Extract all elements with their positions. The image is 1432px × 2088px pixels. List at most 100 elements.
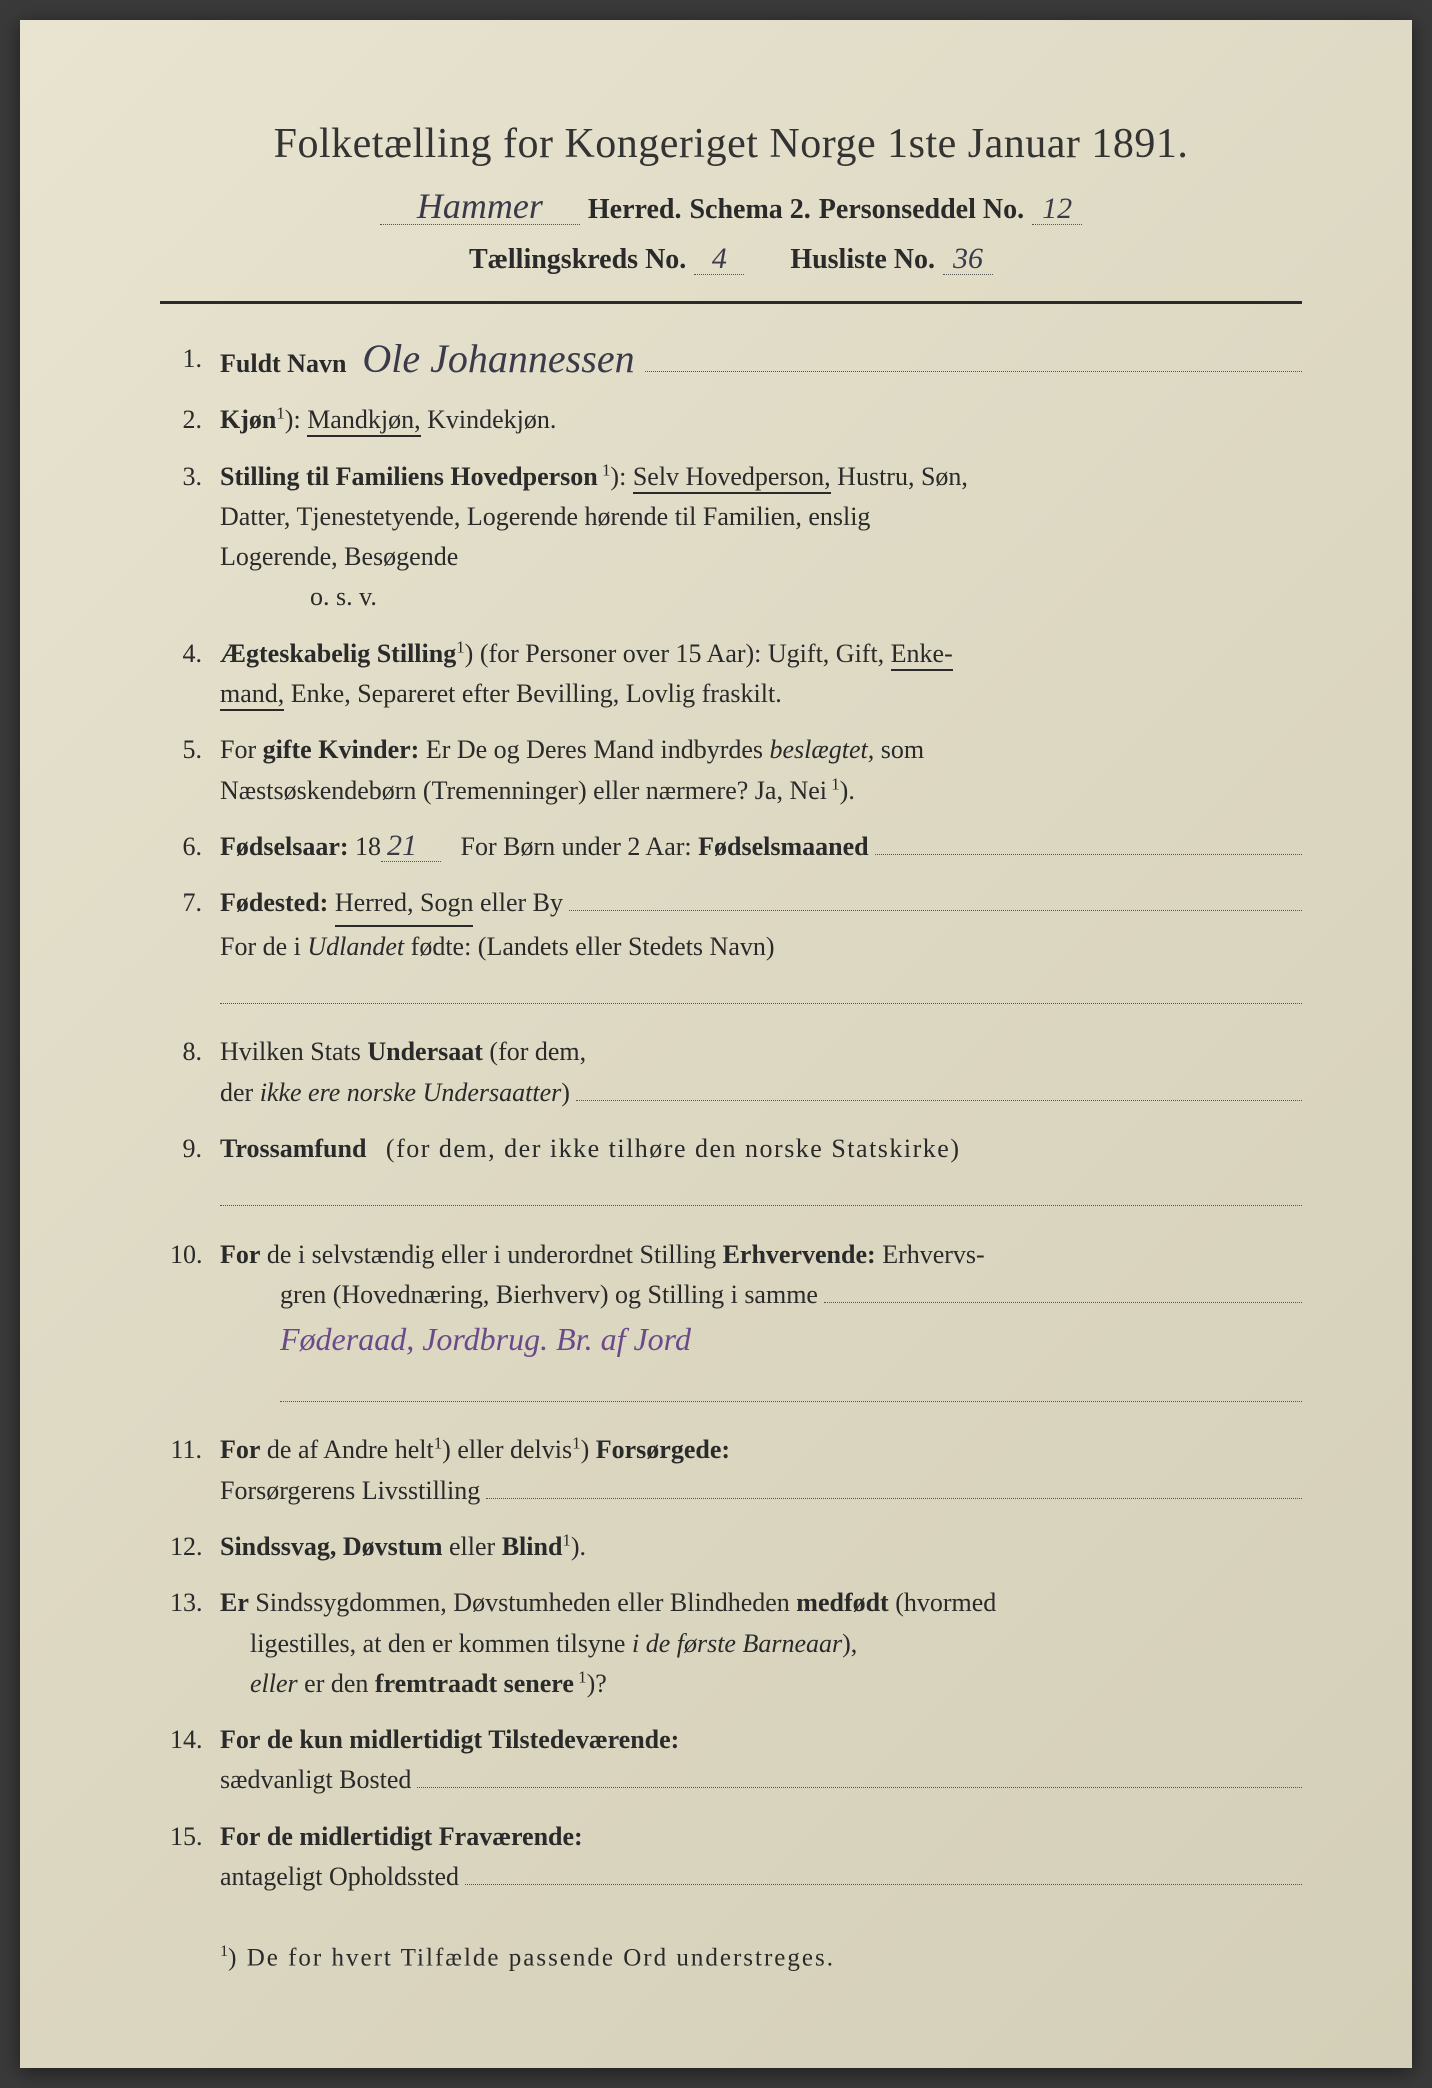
q15-for: For — [220, 1822, 260, 1851]
q14-line1b: de kun midlertidigt Tilstedeværende: — [267, 1725, 679, 1754]
q15-line1b: de midlertidigt Fraværende: — [267, 1822, 583, 1851]
q14-line2: sædvanligt Bosted — [220, 1760, 411, 1800]
q9-num: 9. — [170, 1129, 220, 1169]
q14-fill — [417, 1762, 1302, 1788]
q15-line2: antageligt Opholdssted — [220, 1857, 459, 1897]
q10-line1b: de i selvstændig eller i underordnet Sti… — [267, 1240, 716, 1269]
question-3: 3. Stilling til Familiens Hovedperson 1)… — [170, 457, 1302, 618]
footnote-text: De for hvert Tilfælde passende Ord under… — [247, 1945, 835, 1972]
q12-num: 12. — [170, 1527, 220, 1567]
q3-label: Stilling til Familiens Hovedperson — [220, 462, 598, 491]
husliste-label: Husliste No. — [790, 244, 935, 276]
q4-opts1: Ugift, Gift, — [768, 639, 884, 668]
form-header: Folketælling for Kongeriget Norge 1ste J… — [160, 120, 1302, 276]
herred-label: Herred. — [588, 194, 682, 226]
q8-line1c: (for dem, — [489, 1037, 586, 1066]
q7-fill2 — [220, 973, 1302, 1004]
q6-rest: For Børn under 2 Aar: — [461, 827, 692, 867]
kreds-label: Tællingskreds No. — [469, 244, 686, 276]
q3-num: 3. — [170, 457, 220, 497]
q3-line2: Datter, Tjenestetyende, Logerende hørend… — [220, 502, 870, 531]
q11-line2: Forsørgerens Livsstilling — [220, 1471, 480, 1511]
husliste-no: 36 — [943, 244, 993, 275]
question-15: 15. For de midlertidigt Fraværende: anta… — [170, 1817, 1302, 1898]
footnote-marker: 1 — [220, 1942, 228, 1960]
q5-som: som — [881, 735, 924, 764]
q7-label: Fødested: — [220, 883, 328, 923]
q8-line2a: der — [220, 1073, 253, 1113]
q12-blind: Blind — [502, 1532, 563, 1561]
q10-handwritten: Føderaad, Jordbrug. Br. af Jord — [280, 1315, 691, 1365]
q7-fill1 — [569, 885, 1302, 911]
q3-selv: Selv Hovedperson, — [633, 462, 831, 494]
q8-undersaat: Undersaat — [367, 1037, 483, 1066]
q12-eller: eller — [449, 1532, 495, 1561]
q10-erhv: Erhvervende: — [723, 1240, 876, 1269]
q5-num: 5. — [170, 730, 220, 770]
question-11: 11. For de af Andre helt1) eller delvis1… — [170, 1430, 1302, 1511]
q12-text: Sindssvag, Døvstum — [220, 1532, 443, 1561]
question-1: 1. Fuldt Navn Ole Johannessen — [170, 339, 1302, 384]
q8-line2b: ikke ere norske Undersaatter — [260, 1073, 562, 1113]
header-divider — [160, 301, 1302, 304]
header-line-1: Hammer Herred. Schema 2. Personseddel No… — [160, 188, 1302, 226]
q6-fill — [875, 829, 1302, 855]
question-2: 2. Kjøn1): Mandkjøn, Kvindekjøn. — [170, 400, 1302, 440]
q7-herred: Herred, Sogn — [335, 883, 474, 926]
q11-num: 11. — [170, 1430, 220, 1470]
q15-num: 15. — [170, 1817, 220, 1857]
q11-line1c: eller delvis — [457, 1435, 572, 1464]
question-14: 14. For de kun midlertidigt Tilstedevære… — [170, 1720, 1302, 1801]
q7-line2a: For de i — [220, 932, 301, 961]
q13-line2a: ligestilles, at den er kommen tilsyne — [220, 1629, 625, 1658]
q9-rest: (for dem, der ikke tilhøre den norske St… — [386, 1134, 961, 1163]
question-12: 12. Sindssvag, Døvstum eller Blind1). — [170, 1527, 1302, 1567]
question-10: 10. For de i selvstændig eller i underor… — [170, 1235, 1302, 1415]
q13-medfodt: medfødt — [796, 1588, 888, 1617]
q6-prefix: 18 — [355, 827, 381, 867]
question-13: 13. Er Sindssygdommen, Døvstumheden elle… — [170, 1583, 1302, 1704]
q11-line1b: de af Andre helt — [267, 1435, 434, 1464]
q10-for: For — [220, 1240, 260, 1269]
q5-line1d: Er De og Deres Mand indbyrdes — [426, 735, 763, 764]
q3-line3: Logerende, Besøgende — [220, 542, 458, 571]
q14-num: 14. — [170, 1720, 220, 1760]
q4-enke1: Enke- — [891, 639, 953, 671]
q13-num: 13. — [170, 1583, 220, 1623]
q10-line1d: Erhvervs- — [882, 1240, 985, 1269]
q10-line2: gren (Hovednæring, Bierhverv) og Stillin… — [280, 1275, 818, 1315]
q6-label: Fødselsaar: — [220, 827, 349, 867]
q13-line1b: Sindssygdommen, Døvstumheden eller Blind… — [255, 1588, 789, 1617]
q8-line1: Hvilken Stats — [220, 1037, 361, 1066]
q7-num: 7. — [170, 883, 220, 923]
question-7: 7. Fødested: Herred, Sogn eller By For d… — [170, 883, 1302, 1016]
q6-num: 6. — [170, 827, 220, 867]
q13-er: Er — [220, 1588, 249, 1617]
q5-kvinder: Kvinder: — [318, 735, 419, 764]
q15-fill — [465, 1859, 1302, 1885]
q5-beslaegtet: beslægtet, — [770, 735, 875, 764]
q10-fill0 — [824, 1277, 1302, 1303]
q1-fill — [645, 346, 1302, 372]
q4-paren: (for Personer over 15 Aar): — [480, 639, 762, 668]
schema-label: Schema 2. — [689, 194, 810, 226]
personseddel-label: Personseddel No. — [819, 194, 1024, 226]
q4-rest: Enke, Separeret efter Bevilling, Lovlig … — [291, 679, 782, 708]
q9-label: Trossamfund — [220, 1134, 366, 1163]
question-8: 8. Hvilken Stats Undersaat (for dem, der… — [170, 1032, 1302, 1113]
q2-num: 2. — [170, 400, 220, 440]
herred-handwritten: Hammer — [380, 188, 580, 225]
q10-num: 10. — [170, 1235, 220, 1275]
personseddel-no: 12 — [1032, 194, 1082, 225]
q8-num: 8. — [170, 1032, 220, 1072]
q6-maaned: Fødselsmaaned — [698, 827, 868, 867]
q7-udlandet: Udlandet — [307, 932, 404, 961]
question-4: 4. Ægteskabelig Stilling1) (for Personer… — [170, 634, 1302, 715]
q13-line3b: er den — [304, 1669, 368, 1698]
q13-line1d: (hvormed — [895, 1588, 996, 1617]
q14-for: For — [220, 1725, 260, 1754]
q5-line2: Næstsøskendebørn (Tremenninger) eller næ… — [220, 776, 827, 805]
q11-fors: Forsørgede: — [596, 1435, 730, 1464]
q1-name-value: Ole Johannessen — [358, 339, 638, 379]
q7-line2c: fødte: (Landets eller Stedets Navn) — [411, 932, 775, 961]
